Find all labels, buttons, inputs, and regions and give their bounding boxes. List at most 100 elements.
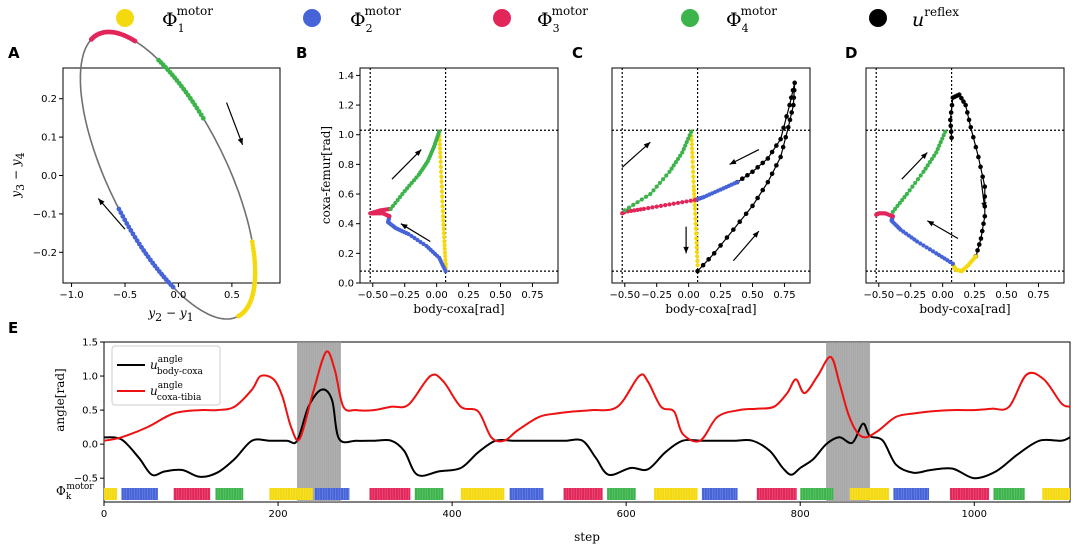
panel-b-y-tick-label: 0.4 [338, 219, 354, 230]
panel-b-y-tick-label: 0.8 [338, 160, 354, 171]
phi3-point [671, 201, 676, 206]
panel-a-frame [62, 67, 281, 284]
reflex-point [965, 110, 970, 115]
phi2-point [930, 249, 936, 254]
phi4-point [660, 177, 666, 182]
panel-b-y-tick-label: 0.0 [338, 279, 354, 290]
reflex-point [750, 203, 755, 209]
reflex-point [724, 235, 730, 240]
panel-a-y-tick-label: −0.1 [33, 209, 57, 220]
legend-label-phi1: Φ1motor [162, 4, 213, 35]
phi4-point [895, 203, 900, 208]
phi4-point [156, 57, 162, 63]
panel-a-x-tick-label: 0.5 [224, 290, 240, 301]
phi1-point [691, 188, 697, 193]
reflex-point [961, 99, 966, 104]
panel-c-x-tick-label: 0.25 [709, 290, 731, 301]
reflex-point [739, 176, 745, 182]
limit-cycle-line [79, 31, 257, 320]
panel-b-ylabel: coxa-femur[rad] [319, 126, 333, 224]
phi4-point [684, 140, 689, 145]
panel-e-x-tick-label: 800 [791, 509, 810, 520]
phi3-point [625, 209, 631, 214]
panel-c-x-tick-label: 0.75 [773, 290, 795, 301]
panel-e-xlabel: step [574, 530, 600, 544]
reflex-point [948, 129, 954, 135]
direction-arrow [225, 102, 244, 145]
reflex-point [755, 165, 760, 170]
legend-label-phi2: Φ2motor [350, 4, 401, 35]
phi4-phase-bar [607, 488, 636, 500]
phi4-point [393, 200, 398, 206]
phi4-point [675, 156, 681, 162]
reflex-point [700, 262, 706, 268]
reflex-point [778, 154, 783, 160]
reflex-point [948, 117, 953, 123]
reflex-point [982, 184, 988, 189]
phi4-point [667, 169, 672, 174]
phi4-point [686, 136, 691, 141]
phi2-point [918, 241, 923, 246]
panel-letter-A: A [8, 44, 20, 62]
phi4-point [648, 191, 653, 197]
phi3-point [641, 206, 647, 211]
reflex-point [959, 95, 964, 101]
phi4-point [932, 153, 937, 158]
phi1-point [689, 142, 694, 147]
panel-letter-D: D [845, 44, 857, 62]
direction-arrow [732, 230, 760, 262]
phi2-point [116, 206, 122, 212]
reflex-point [975, 248, 980, 253]
panel-c-x-tick-label: 0.00 [678, 290, 700, 301]
panel-b-x-tick-label: −0.25 [389, 290, 420, 301]
panel-b-y-tick-label: 0.6 [338, 190, 354, 201]
phi1-point [692, 206, 698, 211]
direction-arrow-head [920, 152, 928, 160]
phi2-phase-bar [121, 488, 158, 500]
phi4-point [200, 115, 206, 121]
reflex-point [787, 117, 793, 123]
phi4-point [683, 143, 688, 148]
phi4-point [654, 184, 659, 189]
reflex-point [956, 92, 962, 97]
phi3-phase-bar [369, 488, 411, 500]
panel-b-y-tick-label: 1.0 [338, 130, 354, 141]
reflex-point [774, 163, 779, 168]
phi1-point [439, 189, 445, 194]
reflex-point [789, 110, 794, 115]
phi1-phase-bar [460, 488, 505, 500]
panel-b-x-tick-label: 0.50 [489, 290, 511, 301]
reflex-point [980, 174, 985, 180]
panel-d-x-tick-label: 0.00 [932, 290, 954, 301]
reflex-point [787, 102, 792, 108]
phi4-point [631, 202, 636, 208]
phi1-point [438, 159, 443, 165]
legend-marker-reflex [869, 9, 887, 27]
phi2-point [934, 251, 939, 256]
phi4-point [890, 209, 895, 214]
phi4-point [907, 188, 912, 193]
phi2-point [412, 235, 417, 241]
reflex-point [783, 134, 789, 140]
phi4-point [643, 194, 649, 199]
panel-b: −0.50 −0.25 0.00 0.25 0.50 0.75 0.0 0.2 0.4 0.6 0.… [319, 67, 559, 316]
legend-label-reflex: ureflex [912, 5, 959, 31]
phi1-point [443, 254, 448, 259]
phi4-point [673, 160, 678, 165]
phi4-point [681, 146, 686, 152]
phi1-point [692, 203, 697, 208]
reflex-point [769, 171, 775, 177]
phi3-point [680, 200, 685, 205]
panel-e-phase-label: Φkmotor [56, 482, 94, 502]
reflex-point [971, 134, 976, 140]
phi1-point [693, 231, 699, 236]
phi2-point [170, 284, 176, 290]
phi3-point [88, 36, 94, 42]
phi1-point [441, 235, 447, 240]
phi2-point [126, 224, 132, 230]
reflex-point [750, 169, 755, 175]
reflex-point [718, 243, 723, 248]
reflex-point [948, 110, 954, 115]
phi4-point [411, 178, 417, 183]
